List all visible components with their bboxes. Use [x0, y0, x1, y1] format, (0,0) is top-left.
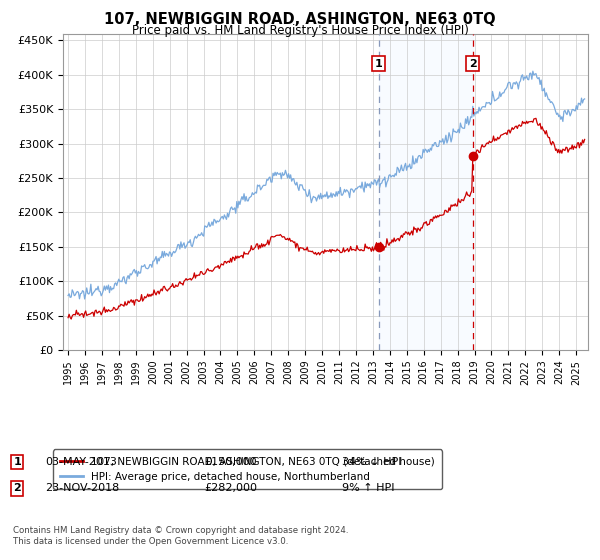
Text: Contains HM Land Registry data © Crown copyright and database right 2024.: Contains HM Land Registry data © Crown c… [13, 526, 349, 535]
Text: 1: 1 [375, 59, 383, 69]
Text: 03-MAY-2013: 03-MAY-2013 [45, 457, 117, 467]
Text: 9% ↑ HPI: 9% ↑ HPI [342, 483, 395, 493]
Text: 2: 2 [469, 59, 477, 69]
Bar [379, 34, 473, 350]
Text: 2: 2 [13, 483, 21, 493]
Text: £282,000: £282,000 [204, 483, 257, 493]
Text: 34% ↓ HPI: 34% ↓ HPI [342, 457, 401, 467]
Legend: 107, NEWBIGGIN ROAD, ASHINGTON, NE63 0TQ (detached house), HPI: Average price, d: 107, NEWBIGGIN ROAD, ASHINGTON, NE63 0TQ… [53, 450, 442, 489]
Text: 23-NOV-2018: 23-NOV-2018 [45, 483, 119, 493]
Text: 1: 1 [13, 457, 21, 467]
Text: Price paid vs. HM Land Registry's House Price Index (HPI): Price paid vs. HM Land Registry's House … [131, 24, 469, 36]
Text: £150,000: £150,000 [204, 457, 257, 467]
Text: This data is licensed under the Open Government Licence v3.0.: This data is licensed under the Open Gov… [13, 538, 289, 547]
Text: 107, NEWBIGGIN ROAD, ASHINGTON, NE63 0TQ: 107, NEWBIGGIN ROAD, ASHINGTON, NE63 0TQ [104, 12, 496, 27]
